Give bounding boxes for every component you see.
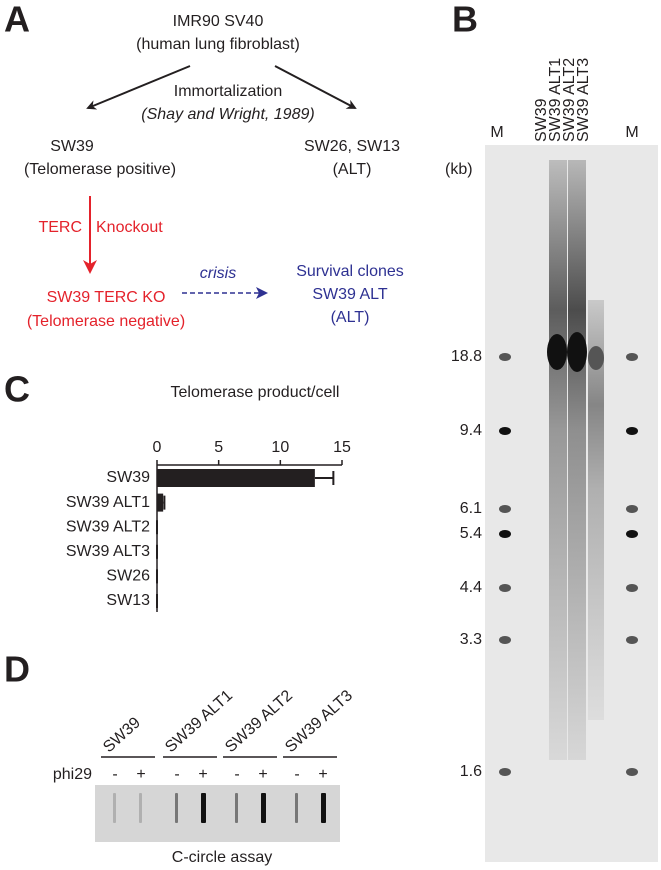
marker-band (626, 768, 638, 776)
size-label: 5.4 (460, 525, 482, 542)
panel-label: D (4, 649, 30, 690)
bar (157, 469, 315, 487)
panel-label: B (452, 0, 478, 40)
smear (588, 300, 604, 720)
smear (568, 160, 586, 760)
y-tick-label: SW39 ALT2 (66, 518, 150, 535)
node: (Telomerase negative) (27, 313, 185, 330)
node: (ALT) (331, 309, 370, 326)
size-label: 18.8 (451, 348, 482, 365)
marker-band (626, 427, 638, 435)
sign: + (258, 766, 267, 783)
lane-label: SW39 ALT2 (561, 58, 578, 142)
marker-band (626, 505, 638, 513)
size-label: 6.1 (460, 500, 482, 517)
y-tick-label: SW39 ALT1 (66, 494, 150, 511)
label: crisis (200, 265, 236, 282)
band (567, 332, 587, 372)
dot (295, 793, 298, 823)
y-tick-label: SW13 (106, 592, 150, 609)
node: SW39 ALT (312, 286, 388, 303)
marker-band (499, 505, 511, 513)
dot (139, 793, 142, 823)
lane-label: M (490, 124, 503, 141)
x-tick-label: 15 (333, 439, 351, 456)
sign: + (198, 766, 207, 783)
label: TERC (38, 219, 82, 236)
dot (113, 793, 116, 823)
node: (Telomerase positive) (24, 161, 176, 178)
band (588, 346, 604, 370)
x-tick-label: 5 (214, 439, 223, 456)
lane-label: SW39 ALT3 (575, 58, 592, 142)
bar (157, 493, 164, 512)
error-bar (314, 471, 335, 485)
label: Knockout (96, 219, 163, 236)
arrow (274, 65, 357, 109)
dot (261, 793, 266, 823)
size-label: 4.4 (460, 579, 482, 596)
sign: + (136, 766, 145, 783)
sign: - (294, 766, 299, 783)
arrow (86, 65, 191, 110)
y-tick-label: SW39 ALT3 (66, 543, 150, 560)
citation: (Shay and Wright, 1989) (141, 106, 314, 123)
marker-band (499, 768, 511, 776)
node: (human lung fibroblast) (136, 36, 300, 53)
blot (95, 785, 340, 842)
marker-band (626, 530, 638, 538)
lane-label: M (625, 124, 638, 141)
sign: - (112, 766, 117, 783)
node: (ALT) (333, 161, 372, 178)
chart-title: Telomerase product/cell (171, 384, 340, 401)
marker-band (499, 636, 511, 644)
panel-label: C (4, 369, 30, 410)
sign: - (174, 766, 179, 783)
x-tick-label: 0 (153, 439, 162, 456)
y-tick-label: SW39 (106, 469, 150, 486)
band (547, 334, 567, 370)
node: SW26, SW13 (304, 138, 400, 155)
marker-band (626, 584, 638, 592)
dot (201, 793, 206, 823)
row-label: phi29 (53, 766, 92, 783)
node: Survival clones (296, 263, 404, 280)
size-label: 9.4 (460, 422, 482, 439)
caption: C-circle assay (172, 849, 272, 866)
x-tick-label: 10 (271, 439, 289, 456)
marker-band (499, 353, 511, 361)
node: SW39 (50, 138, 94, 155)
marker-band (499, 427, 511, 435)
lane-label: SW39 (533, 98, 550, 142)
marker-band (499, 584, 511, 592)
marker-band (626, 636, 638, 644)
y-tick-label: SW26 (106, 568, 150, 585)
dot (175, 793, 178, 823)
node: IMR90 SV40 (173, 13, 264, 30)
unit: (kb) (445, 161, 473, 178)
dot (321, 793, 326, 823)
size-label: 1.6 (460, 763, 482, 780)
dot (235, 793, 238, 823)
sign: + (318, 766, 327, 783)
sample-label: SW39 (100, 714, 144, 756)
smear (549, 160, 567, 760)
error-bar (163, 495, 166, 510)
lane-label: SW39 ALT1 (547, 58, 564, 142)
marker-band (626, 353, 638, 361)
size-label: 3.3 (460, 631, 482, 648)
sign: - (234, 766, 239, 783)
marker-band (499, 530, 511, 538)
node: SW39 TERC KO (47, 289, 166, 306)
process: Immortalization (174, 83, 282, 100)
panel-label: A (4, 0, 30, 40)
